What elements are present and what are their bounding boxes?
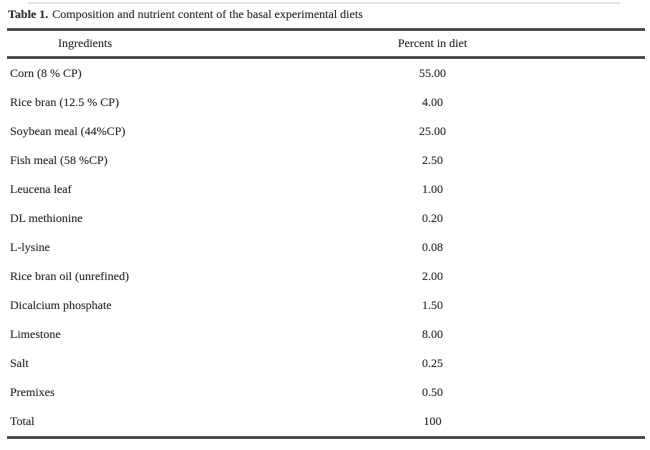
bottom-rule: [7, 436, 645, 440]
percent-cell: 1.50: [422, 297, 443, 312]
ingredient-cell: Salt: [10, 356, 29, 371]
percent-cell: 55.00: [419, 65, 446, 80]
percent-cell: 0.50: [422, 385, 443, 400]
percent-cell: 100: [423, 414, 442, 429]
ingredient-cell: Rice bran (12.5 % CP): [10, 94, 119, 109]
ingredient-cell: Total: [10, 414, 35, 429]
ingredient-cell: DL methionine: [10, 210, 83, 225]
percent-cell: 0.25: [422, 356, 443, 371]
table-row: Rice bran oil (unrefined) 2.00: [0, 262, 650, 291]
percent-cell: 8.00: [422, 327, 443, 342]
ingredient-cell: Dicalcium phosphate: [10, 297, 112, 312]
table-header-row: Ingredients Percent in diet: [0, 31, 650, 56]
ingredient-cell: Rice bran oil (unrefined): [10, 268, 129, 283]
table-caption-label: Table 1.: [8, 7, 49, 21]
top-rule: [7, 28, 645, 31]
column-header-percent-in-diet: Percent in diet: [397, 36, 468, 50]
table-body: Corn (8 % CP) 55.00 Rice bran (12.5 % CP…: [0, 59, 650, 437]
table-row: Limestone 8.00: [0, 320, 650, 349]
percent-cell: 25.00: [419, 123, 446, 138]
table-row: Corn (8 % CP) 55.00: [0, 59, 650, 88]
ingredient-cell: Premixes: [10, 385, 55, 400]
table-row: Total 100: [0, 407, 650, 436]
table-row: Dicalcium phosphate 1.50: [0, 291, 650, 320]
ingredient-cell: L-lysine: [10, 239, 50, 254]
percent-cell: 2.50: [422, 152, 443, 167]
table-row: Salt 0.25: [0, 349, 650, 378]
table-caption: Table 1. Composition and nutrient content…: [0, 0, 650, 28]
percent-cell: 1.00: [422, 181, 443, 196]
table-row: Premixes 0.50: [0, 378, 650, 407]
table-row: L-lysine 0.08: [0, 233, 650, 262]
ingredient-cell: Corn (8 % CP): [10, 65, 82, 80]
ingredient-cell: Fish meal (58 %CP): [10, 152, 108, 167]
percent-cell: 4.00: [422, 94, 443, 109]
table-caption-text: Composition and nutrient content of the …: [52, 7, 363, 21]
percent-cell: 0.20: [422, 210, 443, 225]
table-row: Rice bran (12.5 % CP) 4.00: [0, 88, 650, 117]
header-rule: [7, 56, 645, 59]
ingredient-cell: Leucena leaf: [10, 181, 72, 196]
table-row: Leucena leaf 1.00: [0, 175, 650, 204]
column-header-ingredients: Ingredients: [58, 36, 112, 50]
table-row: Soybean meal (44%CP) 25.00: [0, 117, 650, 146]
ingredient-cell: Limestone: [10, 327, 61, 342]
table-row: Fish meal (58 %CP) 2.50: [0, 146, 650, 175]
percent-cell: 2.00: [422, 268, 443, 283]
scan-artifact-line: [28, 2, 620, 4]
ingredient-cell: Soybean meal (44%CP): [10, 123, 126, 138]
percent-cell: 0.08: [422, 239, 443, 254]
table-row: DL methionine 0.20: [0, 204, 650, 233]
